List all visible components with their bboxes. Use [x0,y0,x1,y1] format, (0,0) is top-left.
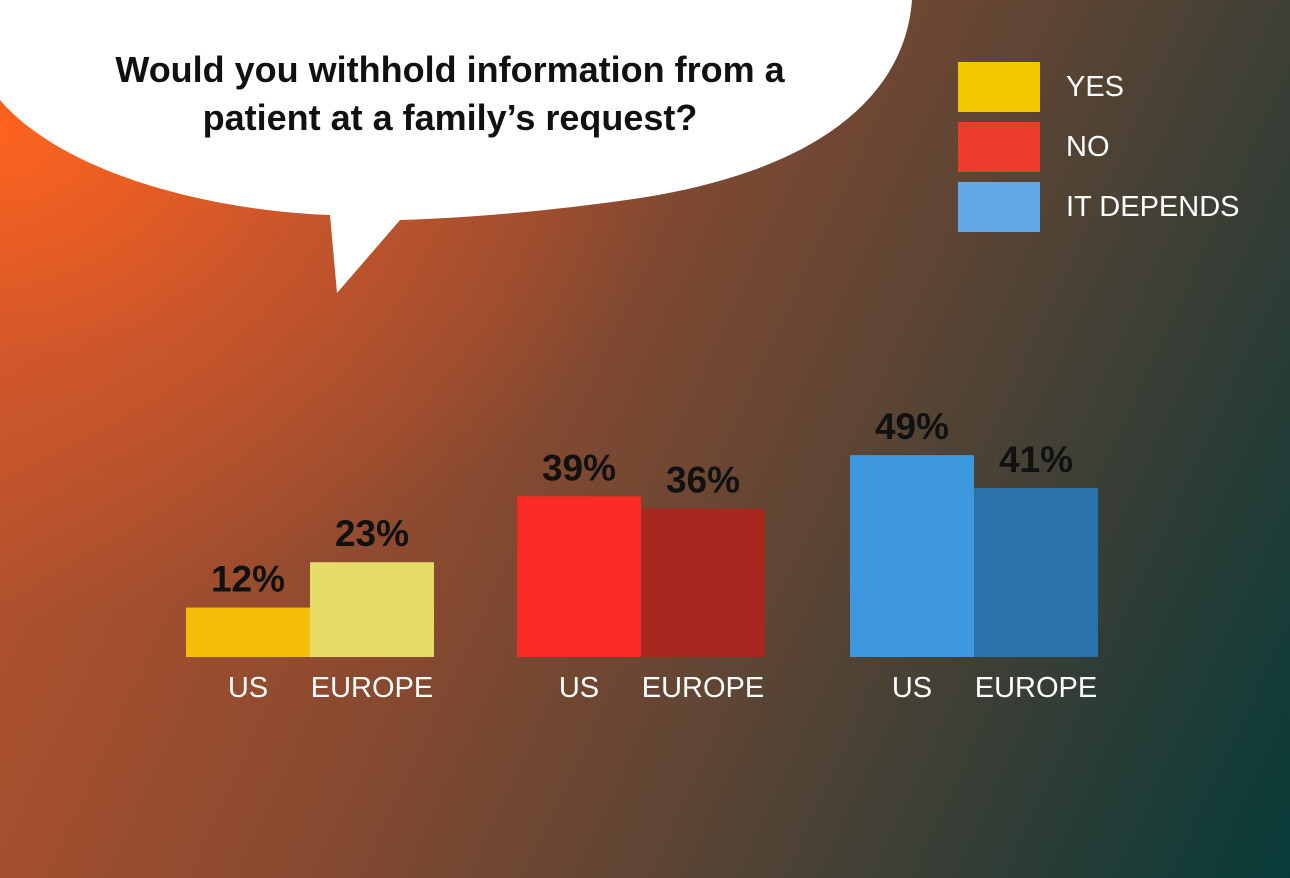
legend-swatch-yes [958,62,1040,112]
bar-it-depends-europe [974,488,1098,657]
bar-group-yes: 12% US 23% EUROPE [186,513,434,704]
legend-label-it-depends: IT DEPENDS [1066,191,1240,223]
data-label-yes-us: 12% [211,559,285,600]
tick-label-it-depends-europe: EUROPE [975,672,1097,704]
legend-label-yes: YES [1066,71,1125,103]
bar-yes-europe [310,562,434,657]
tick-label-no-europe: EUROPE [642,672,764,704]
title-line-1: Would you withhold information from a [115,49,785,90]
data-label-no-us: 39% [542,447,616,488]
data-label-it-depends-europe: 41% [999,439,1073,480]
bar-it-depends-us [850,455,974,657]
bar-no-europe [641,508,765,657]
tick-label-it-depends-us: US [892,672,932,704]
bar-yes-us [186,607,310,657]
bar-group-no: 39% US 36% EUROPE [517,447,765,704]
data-label-it-depends-us: 49% [875,406,949,447]
tick-label-yes-us: US [228,672,268,704]
title-line-2: patient at a family’s request? [202,97,698,138]
data-label-no-europe: 36% [666,460,740,501]
legend-swatch-it-depends [958,182,1040,232]
bar-no-us [517,496,641,657]
tick-label-no-us: US [559,672,599,704]
bar-group-it-depends: 49% US 41% EUROPE [850,406,1098,704]
legend-swatch-no [958,122,1040,172]
legend-label-no: NO [1066,131,1110,163]
data-label-yes-europe: 23% [335,513,409,554]
tick-label-yes-europe: EUROPE [311,672,433,704]
chart-title: Would you withhold information from a pa… [80,46,820,142]
